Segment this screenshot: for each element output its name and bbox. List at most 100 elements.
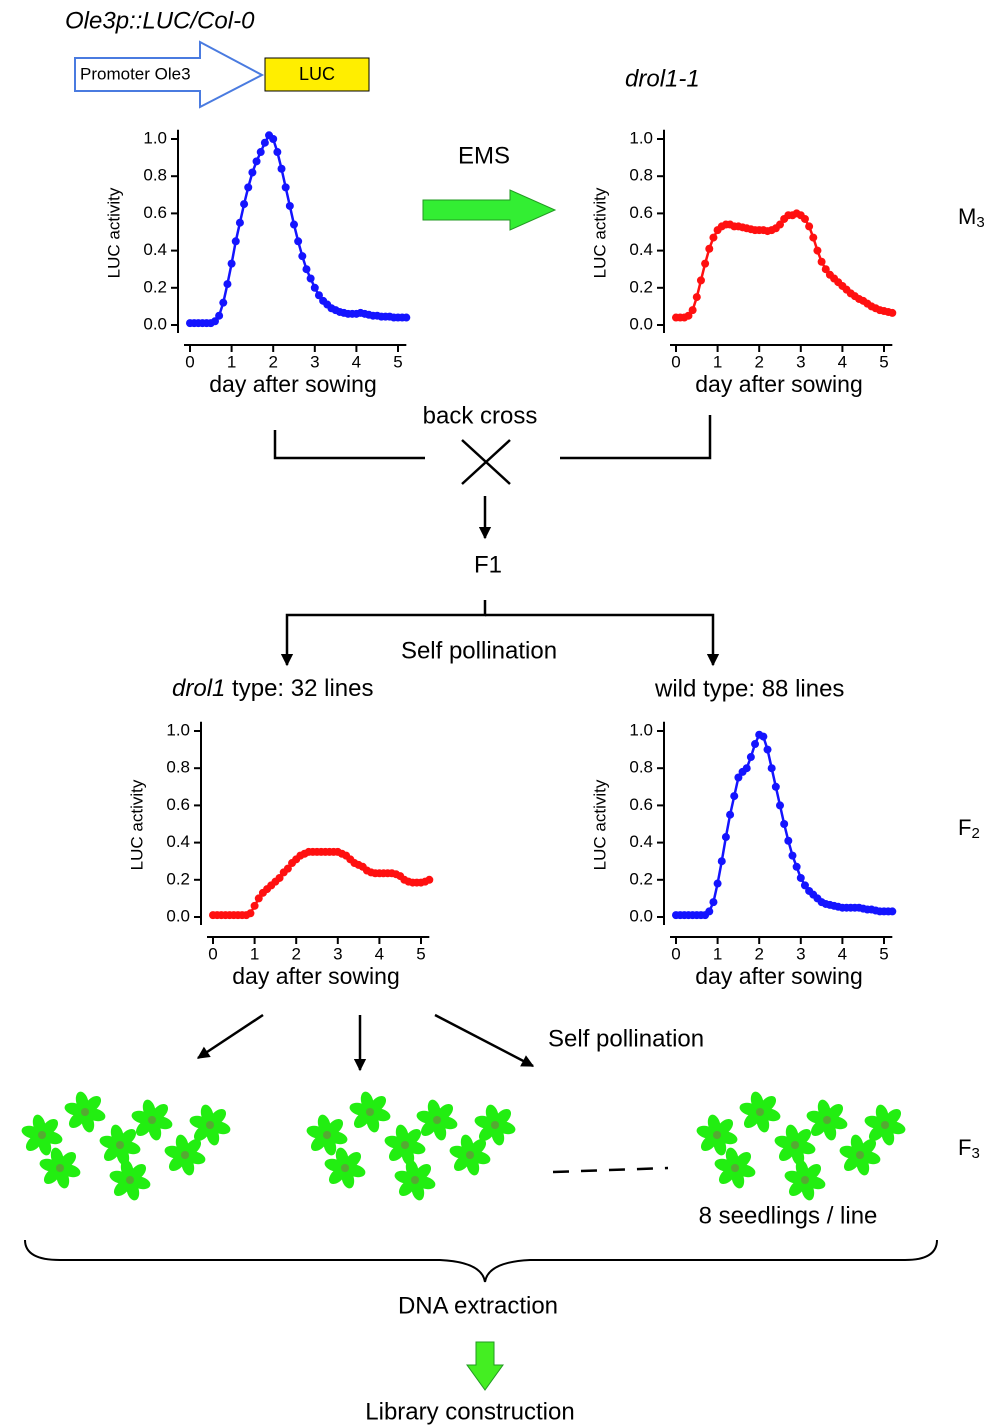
point [210, 317, 219, 326]
point [888, 308, 897, 317]
leaf [193, 1124, 211, 1142]
point [298, 252, 307, 261]
point [425, 875, 434, 884]
leaf [119, 1128, 137, 1146]
x-tick-label: 0 [208, 944, 217, 963]
point [771, 782, 780, 791]
y-tick-label: 0.0 [629, 906, 653, 925]
x-tick-label: 1 [713, 352, 722, 371]
leaf [794, 1128, 812, 1146]
leaf-center [341, 1164, 349, 1172]
generation-label: M3 [958, 204, 985, 231]
leaf [843, 1154, 861, 1172]
x-axis-title: day after sowing [209, 371, 376, 397]
point [717, 857, 726, 866]
leaf [135, 1119, 153, 1137]
point [696, 276, 705, 285]
x-tick-label: 2 [268, 352, 277, 371]
wild-count: wild type: 88 lines [654, 675, 844, 702]
y-tick-label: 0.8 [629, 166, 653, 185]
point [888, 907, 897, 916]
point [759, 732, 768, 741]
point [776, 220, 784, 229]
leaf-center [116, 1141, 124, 1149]
point [684, 311, 693, 320]
point [277, 164, 286, 173]
leaf [151, 1103, 169, 1121]
library-label: Library construction [365, 1398, 574, 1425]
y-tick-label: 0.2 [629, 869, 653, 888]
leaf-center [148, 1116, 156, 1124]
point [734, 773, 743, 782]
leaf [168, 1154, 186, 1172]
y-tick-label: 0.6 [629, 795, 653, 814]
leaf [326, 1118, 344, 1136]
brace [24, 1239, 938, 1283]
leaf [103, 1144, 121, 1162]
leaf [113, 1179, 131, 1197]
point [709, 898, 718, 907]
leaf-center [756, 1108, 764, 1116]
y-tick-label: 0.0 [143, 314, 167, 333]
leaf [810, 1119, 828, 1137]
point [290, 220, 298, 229]
point [246, 909, 255, 918]
leaf [718, 1167, 736, 1185]
x-axis-title: day after sowing [695, 371, 862, 397]
leaf [129, 1163, 147, 1181]
leaf [716, 1118, 734, 1136]
generation-label: F2 [958, 815, 980, 842]
point [705, 244, 714, 253]
leaf [25, 1134, 43, 1152]
x-tick-label: 2 [754, 944, 763, 963]
point [269, 135, 278, 143]
point [800, 214, 809, 223]
y-tick-label: 0.2 [629, 277, 653, 296]
arrow [434, 1013, 535, 1068]
x-tick-label: 5 [393, 352, 402, 371]
x-tick-label: 4 [838, 352, 847, 371]
x-tick-label: 4 [375, 944, 384, 963]
x-tick-label: 1 [713, 944, 722, 963]
point [788, 851, 797, 860]
point [223, 280, 232, 289]
leaf [310, 1134, 328, 1152]
point [709, 233, 718, 242]
cross-line [560, 415, 712, 460]
leaf-center [323, 1131, 331, 1139]
y-axis-title: LUC activity [127, 779, 146, 870]
f1-label: F1 [474, 551, 502, 578]
leaf [59, 1151, 77, 1169]
leaf-center [366, 1108, 374, 1116]
point [240, 200, 249, 209]
y-tick-label: 0.6 [166, 795, 190, 814]
point [800, 881, 809, 890]
leaf-center [411, 1176, 419, 1184]
point [235, 218, 244, 227]
arrow [280, 600, 487, 667]
point [705, 907, 714, 916]
x-tick-label: 0 [671, 944, 680, 963]
point [692, 293, 701, 302]
point [252, 157, 261, 166]
leaf-center [126, 1176, 134, 1184]
point [285, 201, 294, 210]
leaf-center [466, 1151, 474, 1159]
leaf [759, 1095, 777, 1113]
x-tick-label: 3 [796, 944, 805, 963]
mutant-count: drol1 type: 32 lines [172, 675, 373, 702]
point [730, 792, 739, 801]
point [784, 836, 793, 845]
point [219, 298, 228, 307]
leaf [68, 1111, 86, 1129]
point [701, 259, 710, 268]
y-tick-label: 0.0 [629, 314, 653, 333]
leaf [804, 1163, 822, 1181]
point [796, 873, 805, 882]
ems-arrow [422, 189, 557, 231]
mutant-label: drol1-1 [625, 65, 700, 92]
x-tick-label: 5 [879, 352, 888, 371]
point [294, 237, 303, 246]
point [776, 801, 784, 810]
